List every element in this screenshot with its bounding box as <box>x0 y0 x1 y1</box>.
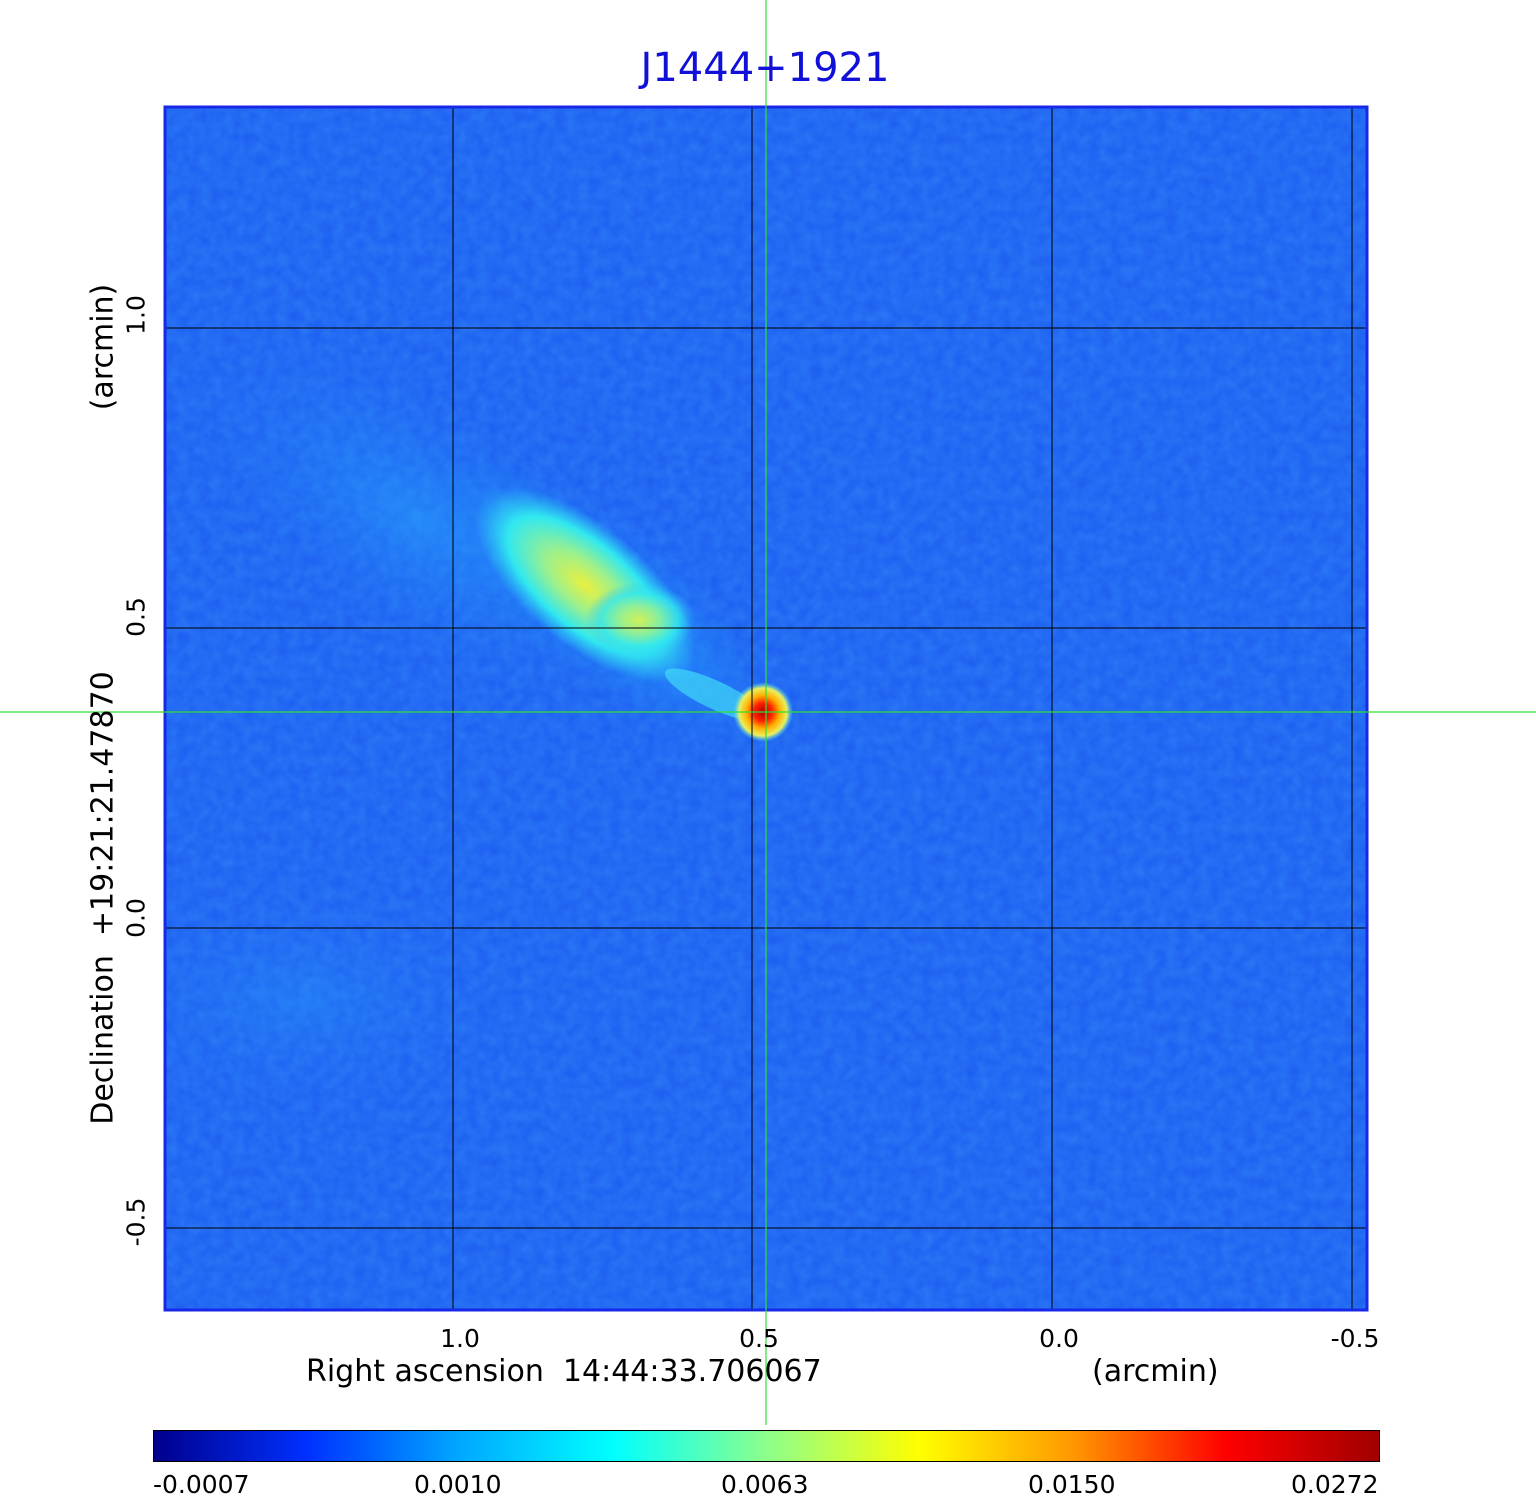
x-tick-label: 0.0 <box>1039 1324 1079 1353</box>
y-tick-label: 1.0 <box>121 295 151 335</box>
x-tick-label: 1.0 <box>440 1324 480 1353</box>
x-axis-unit: (arcmin) <box>1092 1354 1219 1389</box>
y-tick-label: 0.5 <box>121 597 151 637</box>
colorbar-tick-label: 0.0010 <box>414 1470 502 1499</box>
colorbar-tick-label: 0.0272 <box>1291 1470 1379 1499</box>
x-tick-label: -0.5 <box>1330 1324 1380 1353</box>
colorbar-tick-label: -0.0007 <box>153 1470 250 1499</box>
colorbar <box>153 1430 1380 1462</box>
y-tick-label: 0.0 <box>121 898 151 938</box>
x-tick-label: 0.5 <box>739 1324 779 1353</box>
y-axis-label: Declination +19:21:21.47870 <box>85 671 121 1125</box>
y-axis-unit: (arcmin) <box>85 283 121 411</box>
image-map <box>165 107 1367 1310</box>
diffuse-emission <box>165 890 500 1110</box>
radio-lobe-knot <box>585 582 695 658</box>
colorbar-tick-label: 0.0150 <box>1028 1470 1116 1499</box>
plot-title: J1444+1921 <box>640 45 890 91</box>
y-tick-label: -0.5 <box>121 1197 151 1247</box>
crosshair[interactable] <box>0 0 1536 1425</box>
x-axis-label: Right ascension 14:44:33.706067 <box>306 1354 822 1389</box>
colorbar-tick-label: 0.0063 <box>721 1470 809 1499</box>
